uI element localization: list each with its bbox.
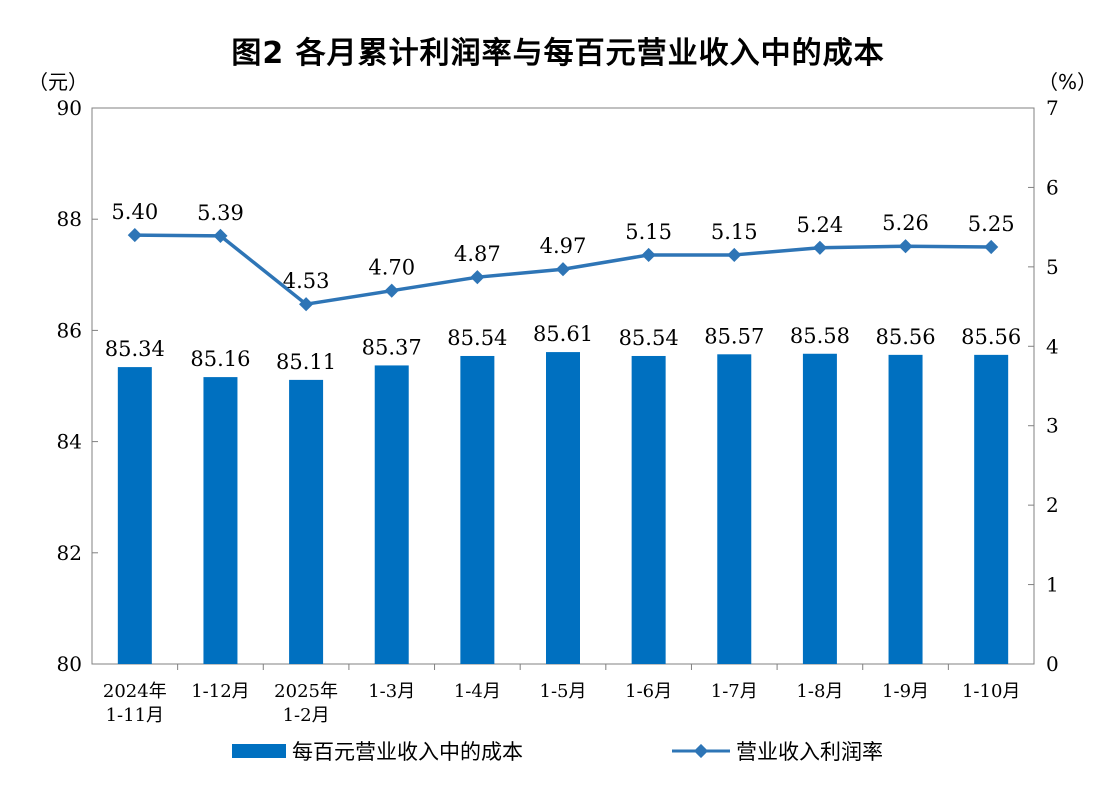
bar-value-label: 85.54 <box>619 326 679 350</box>
x-axis-category-label: 1-5月 <box>540 681 587 702</box>
line-point <box>299 297 314 312</box>
left-axis-tick-label: 90 <box>57 96 82 120</box>
legend-item-margin: 营业收入利润率 <box>672 736 883 766</box>
bar <box>374 365 409 664</box>
right-axis-tick-label: 1 <box>1046 573 1059 597</box>
right-axis-tick-label: 0 <box>1046 652 1059 676</box>
line-value-label: 4.70 <box>368 256 415 280</box>
bar <box>117 367 152 664</box>
legend-label-margin: 营业收入利润率 <box>736 740 883 764</box>
bar <box>546 352 580 664</box>
x-axis-category-label: 1-9月 <box>882 681 929 702</box>
chart-title: 图2 各月累计利润率与每百元营业收入中的成本 <box>231 36 885 71</box>
x-axis-category-label: 1-8月 <box>796 681 843 702</box>
bar-value-label: 85.11 <box>276 350 336 374</box>
x-axis-category-label: 2025年 <box>274 681 338 702</box>
line-point <box>384 283 399 298</box>
bar-value-label: 85.56 <box>875 325 935 349</box>
x-axis-category-label: 1-4月 <box>454 681 501 702</box>
line-point <box>641 247 656 263</box>
bar-value-label: 85.61 <box>533 322 593 346</box>
bar-value-label: 85.58 <box>790 324 850 348</box>
line-value-label: 5.15 <box>625 220 672 244</box>
left-axis-tick-label: 80 <box>57 652 82 676</box>
line-value-label: 5.15 <box>711 220 758 244</box>
right-axis-unit: （%） <box>1038 70 1098 94</box>
right-axis-tick-label: 3 <box>1046 414 1059 438</box>
bar <box>203 377 238 664</box>
x-axis-category-label: 1-6月 <box>625 681 672 702</box>
x-axis-category-label: 1-11月 <box>106 705 164 726</box>
bar <box>460 355 495 664</box>
legend-item-cost: 每百元营业收入中的成本 <box>232 736 523 766</box>
line-point <box>555 262 571 277</box>
right-axis-tick-label: 4 <box>1046 334 1059 358</box>
bar <box>888 354 923 664</box>
bar-value-label: 85.57 <box>704 324 764 348</box>
line-value-label: 5.26 <box>882 211 929 235</box>
right-axis-tick-label: 7 <box>1046 96 1059 120</box>
left-axis-tick-label: 86 <box>57 318 82 342</box>
bar <box>717 354 752 664</box>
x-axis-category-label: 1-12月 <box>191 681 249 702</box>
legend-line-swatch <box>672 744 730 758</box>
bar <box>631 355 666 664</box>
x-axis-category-label: 1-2月 <box>283 705 330 726</box>
line-value-label: 4.53 <box>283 269 330 293</box>
legend-bar-swatch <box>232 744 286 758</box>
left-axis-tick-label: 88 <box>57 207 82 231</box>
bar-value-label: 85.56 <box>961 325 1021 349</box>
bar <box>802 353 837 664</box>
line-point <box>213 228 228 243</box>
line-point <box>984 239 999 255</box>
x-axis-category-label: 1-10月 <box>962 681 1020 702</box>
line-value-label: 4.97 <box>540 234 587 258</box>
line-value-label: 5.24 <box>797 213 844 237</box>
line-value-label: 4.87 <box>454 242 501 266</box>
x-axis-category-label: 2024年 <box>103 681 167 702</box>
line-value-label: 5.25 <box>968 212 1015 236</box>
bar-value-label: 85.37 <box>362 335 422 359</box>
line-value-label: 5.40 <box>111 200 158 224</box>
x-axis-category-label: 1-7月 <box>711 681 758 702</box>
right-axis-tick-label: 6 <box>1046 175 1059 199</box>
bar-value-label: 85.16 <box>190 347 250 371</box>
line-point <box>127 228 142 243</box>
x-axis-category-label: 1-3月 <box>368 681 415 702</box>
left-axis-tick-label: 82 <box>57 541 82 565</box>
bar-value-label: 85.34 <box>105 337 165 361</box>
left-axis-tick-label: 84 <box>57 430 82 454</box>
right-axis-tick-label: 5 <box>1046 255 1059 279</box>
line-point <box>727 247 742 263</box>
bar <box>974 354 1009 664</box>
line-point <box>812 240 827 255</box>
bar-value-label: 85.54 <box>447 326 507 350</box>
right-axis-tick-label: 2 <box>1046 493 1059 517</box>
bar <box>289 379 324 664</box>
line-point <box>898 239 913 254</box>
left-axis-unit: （元） <box>28 70 88 94</box>
legend-label-cost: 每百元营业收入中的成本 <box>292 740 523 764</box>
line-point <box>470 270 485 285</box>
line-value-label: 5.39 <box>197 201 244 225</box>
